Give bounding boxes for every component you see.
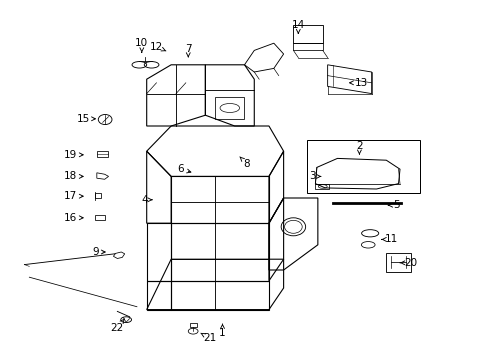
Text: 20: 20 [399, 258, 416, 268]
Text: 10: 10 [135, 38, 148, 53]
Text: 17: 17 [64, 191, 83, 201]
Text: 15: 15 [76, 114, 95, 124]
Text: 22: 22 [110, 319, 124, 333]
Text: 3: 3 [309, 171, 320, 181]
Text: 12: 12 [149, 42, 165, 52]
Text: 2: 2 [355, 141, 362, 154]
Text: 7: 7 [184, 44, 191, 57]
Text: 21: 21 [201, 333, 217, 343]
Text: 13: 13 [349, 78, 368, 88]
Text: 11: 11 [381, 234, 397, 244]
Text: 4: 4 [141, 195, 152, 205]
Text: 5: 5 [387, 200, 399, 210]
Text: 6: 6 [177, 164, 190, 174]
Text: 14: 14 [291, 20, 305, 33]
Text: 19: 19 [64, 150, 83, 160]
Text: 16: 16 [64, 213, 83, 223]
Text: 18: 18 [64, 171, 83, 181]
Text: 8: 8 [239, 157, 250, 169]
Text: 9: 9 [92, 247, 105, 257]
Text: 1: 1 [219, 324, 225, 338]
Bar [306, 140, 419, 193]
Bar [97, 151, 107, 157]
